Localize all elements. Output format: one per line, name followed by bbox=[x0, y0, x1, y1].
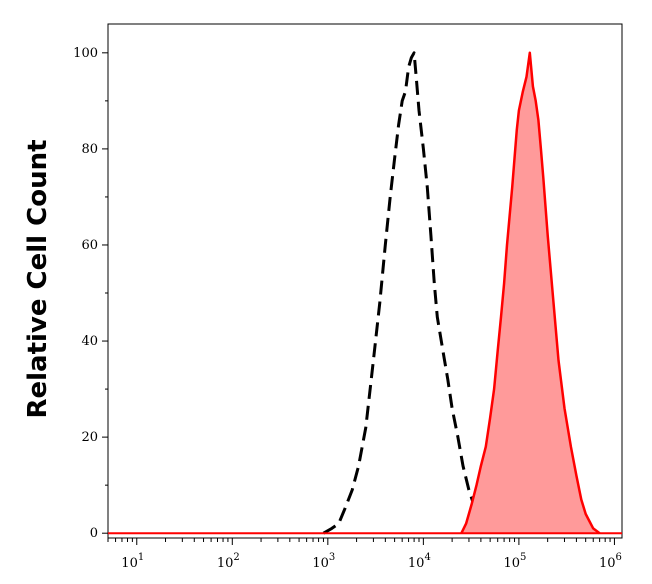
plot-frame bbox=[107, 23, 623, 539]
x-tick-base: 10 bbox=[408, 556, 425, 571]
x-tick-label: 103 bbox=[312, 552, 335, 571]
y-tick-label: 0 bbox=[90, 526, 98, 541]
y-tick-label: 100 bbox=[73, 46, 98, 61]
x-tick-exponent: 6 bbox=[616, 552, 622, 563]
series-0-line bbox=[322, 51, 492, 535]
series-layer bbox=[108, 51, 622, 535]
x-tick-exponent: 2 bbox=[233, 552, 239, 563]
x-tick-label: 106 bbox=[599, 552, 622, 571]
x-tick-base: 10 bbox=[121, 556, 138, 571]
y-tick-label: 20 bbox=[81, 430, 98, 445]
x-tick-exponent: 5 bbox=[520, 552, 526, 563]
y-tick-label: 80 bbox=[81, 142, 98, 157]
y-axis-label: Relative Cell Count bbox=[23, 139, 53, 418]
x-tick-base: 10 bbox=[217, 556, 234, 571]
x-tick-label: 104 bbox=[408, 552, 431, 571]
x-tick-exponent: 3 bbox=[329, 552, 335, 563]
y-tick-label: 40 bbox=[81, 334, 98, 349]
x-tick-base: 10 bbox=[312, 556, 329, 571]
plot-area bbox=[107, 23, 623, 539]
y-tick-label: 60 bbox=[81, 238, 98, 253]
x-tick-label: 105 bbox=[503, 552, 526, 571]
x-tick-exponent: 1 bbox=[138, 552, 144, 563]
x-tick-label: 101 bbox=[121, 552, 144, 571]
x-tick-exponent: 4 bbox=[424, 552, 430, 563]
series-1-line bbox=[460, 51, 601, 535]
x-tick-base: 10 bbox=[503, 556, 520, 571]
x-tick-base: 10 bbox=[599, 556, 616, 571]
x-tick-label: 102 bbox=[217, 552, 240, 571]
y-axis-label-group: Relative Cell Count bbox=[23, 139, 53, 418]
